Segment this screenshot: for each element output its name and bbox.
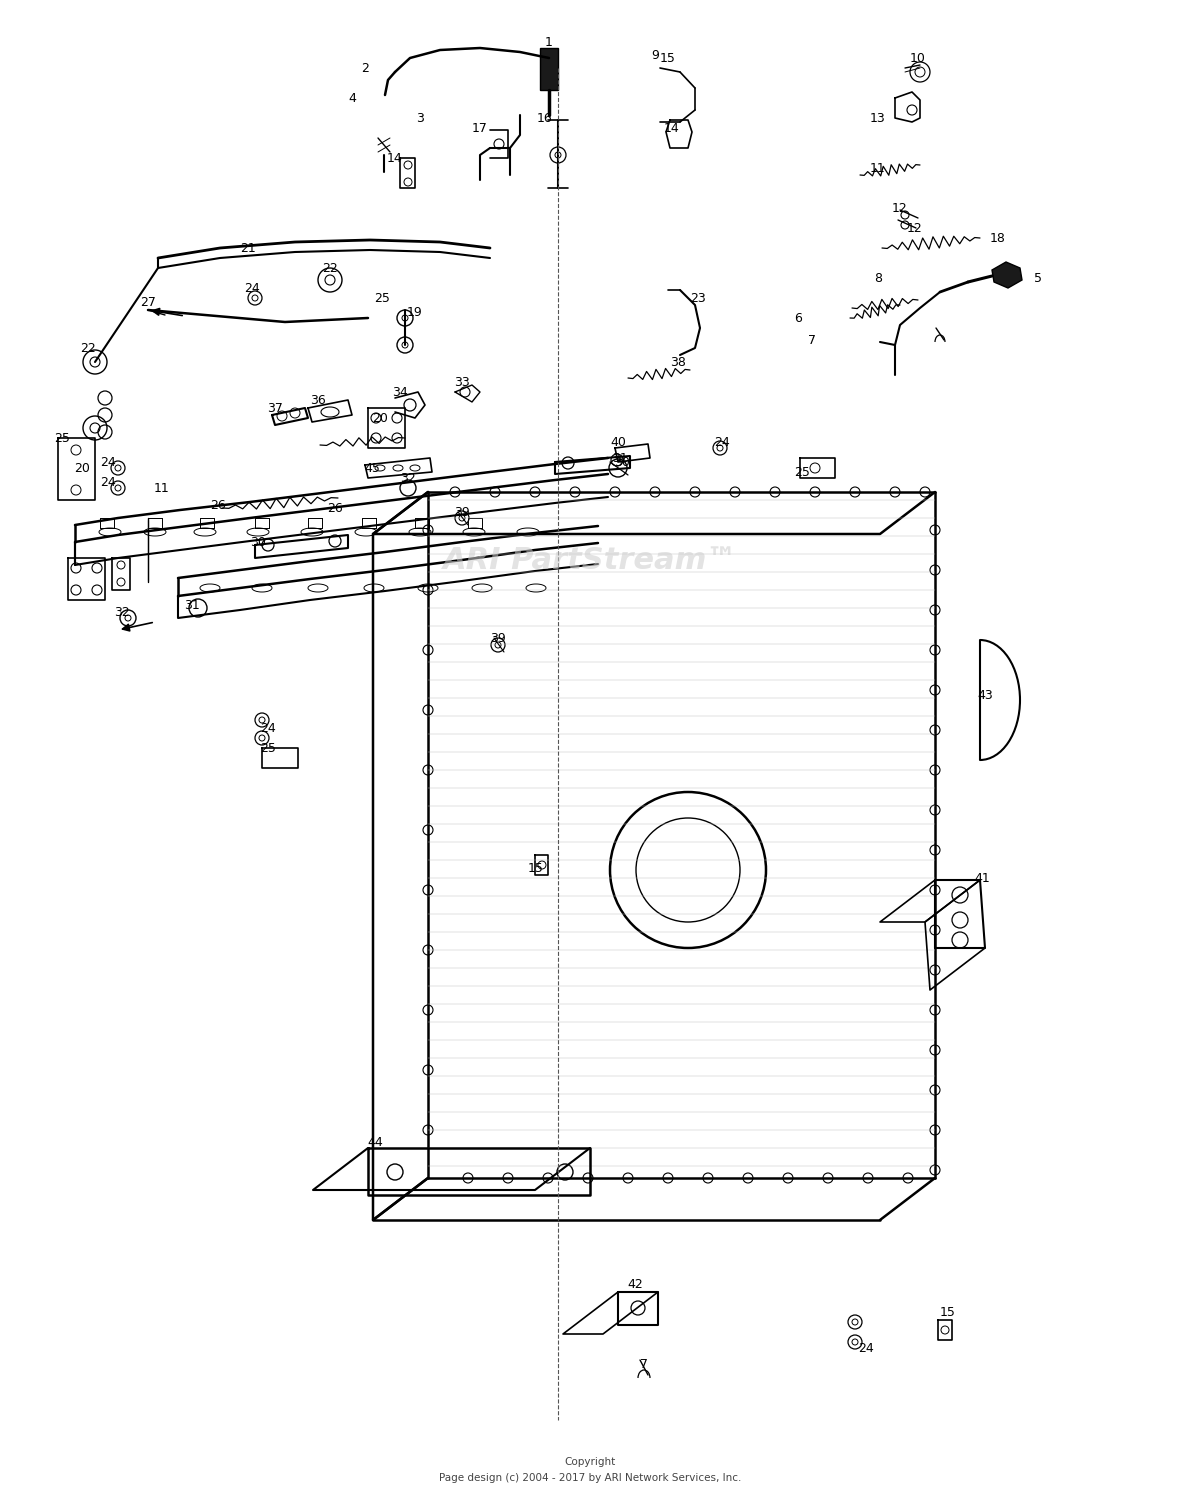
Text: 37: 37 [267, 401, 283, 414]
Text: 24: 24 [100, 476, 116, 489]
Text: 25: 25 [54, 431, 70, 444]
Text: 13: 13 [870, 112, 886, 124]
Text: 39: 39 [454, 506, 470, 519]
Text: 24: 24 [858, 1342, 874, 1354]
Text: 32: 32 [400, 471, 415, 485]
Text: 16: 16 [537, 112, 553, 124]
Polygon shape [992, 262, 1022, 289]
Text: 24: 24 [100, 455, 116, 468]
Text: 20: 20 [372, 411, 388, 425]
Text: 38: 38 [670, 356, 686, 368]
Text: 12: 12 [907, 221, 923, 235]
Text: 5: 5 [1034, 271, 1042, 284]
Text: 11: 11 [155, 482, 170, 495]
Text: 25: 25 [374, 292, 389, 305]
Text: 26: 26 [210, 498, 225, 512]
Text: 4: 4 [348, 91, 356, 105]
Text: 31: 31 [612, 452, 628, 464]
Text: 19: 19 [407, 305, 422, 319]
Polygon shape [540, 48, 558, 90]
Text: Page design (c) 2004 - 2017 by ARI Network Services, Inc.: Page design (c) 2004 - 2017 by ARI Netwo… [439, 1474, 741, 1483]
Text: 15: 15 [660, 51, 676, 64]
Text: 7: 7 [640, 1358, 648, 1372]
Text: ARI PartStream™: ARI PartStream™ [442, 546, 738, 574]
Text: 43: 43 [977, 688, 992, 702]
Text: 6: 6 [794, 311, 802, 325]
Text: 7: 7 [808, 334, 817, 347]
Text: 22: 22 [322, 262, 337, 274]
Text: 30: 30 [614, 455, 630, 468]
Text: 44: 44 [367, 1135, 382, 1149]
Text: 41: 41 [975, 872, 990, 884]
Text: 9: 9 [651, 48, 658, 61]
Text: 24: 24 [714, 435, 730, 449]
Text: 42: 42 [627, 1279, 643, 1291]
Text: 15: 15 [529, 862, 544, 875]
Text: 21: 21 [240, 241, 256, 254]
Text: 25: 25 [794, 465, 809, 479]
Text: 32: 32 [114, 606, 130, 618]
Text: 14: 14 [664, 121, 680, 135]
Text: 24: 24 [244, 281, 260, 295]
Text: 17: 17 [472, 121, 489, 135]
Text: 33: 33 [454, 375, 470, 389]
Text: 27: 27 [140, 296, 156, 308]
Text: 1: 1 [545, 36, 553, 48]
Text: 14: 14 [387, 151, 402, 165]
Text: 39: 39 [490, 631, 506, 645]
Text: 2: 2 [361, 61, 369, 75]
Text: 26: 26 [327, 501, 343, 515]
Text: 15: 15 [940, 1306, 956, 1318]
Text: 25: 25 [260, 742, 276, 754]
Text: 20: 20 [74, 461, 90, 474]
Text: 12: 12 [892, 202, 907, 214]
Text: 22: 22 [80, 341, 96, 355]
Text: Copyright: Copyright [564, 1457, 616, 1468]
Text: 11: 11 [870, 162, 886, 175]
Text: 34: 34 [392, 386, 408, 398]
Text: 31: 31 [184, 598, 199, 612]
Text: 36: 36 [310, 393, 326, 407]
Text: 18: 18 [990, 232, 1005, 244]
Text: 23: 23 [690, 292, 706, 305]
Text: 40: 40 [610, 435, 625, 449]
Text: 8: 8 [874, 271, 881, 284]
Text: 45: 45 [365, 461, 380, 474]
Text: 3: 3 [417, 112, 424, 124]
Text: 10: 10 [910, 51, 926, 64]
Text: 24: 24 [260, 721, 276, 735]
Text: 30: 30 [250, 536, 266, 549]
